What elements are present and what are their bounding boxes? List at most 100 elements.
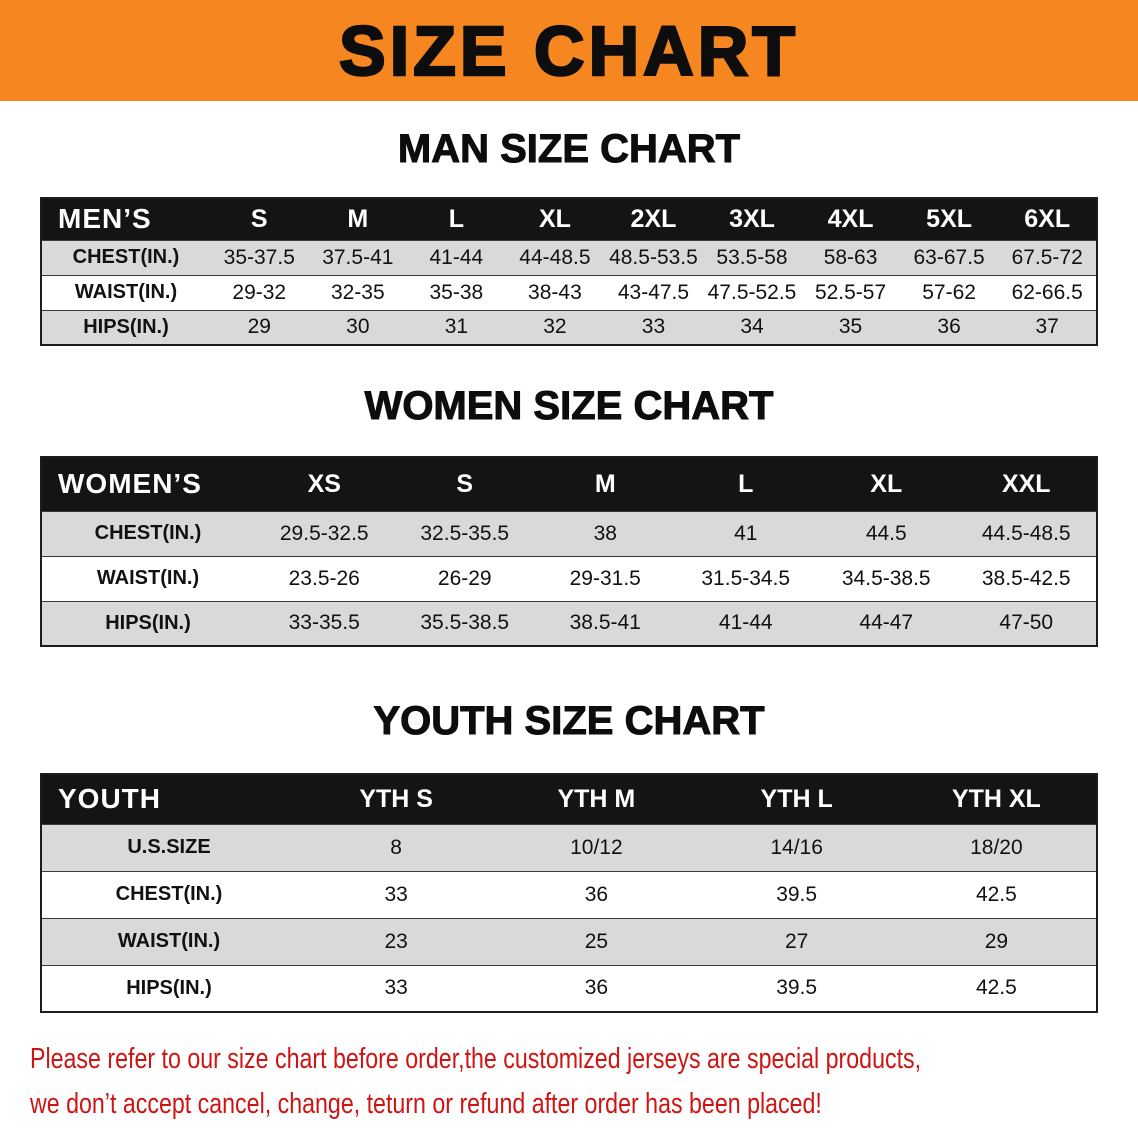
table-corner-label: WOMEN’S <box>41 457 254 511</box>
size-value-cell: 33 <box>384 976 408 1000</box>
row-label: WAIST(IN.) <box>117 930 221 952</box>
size-value-cell: 14/16 <box>770 835 823 859</box>
size-value-cell: 58-63 <box>823 245 878 269</box>
row-label: HIPS(IN.) <box>105 611 191 634</box>
size-column-header: M <box>535 457 676 511</box>
size-column-header: YTH L <box>696 774 897 824</box>
size-value-cell: 29-31.5 <box>569 566 641 590</box>
size-value-cell: 10/12 <box>570 835 623 859</box>
size-value-cell: 33 <box>384 882 408 906</box>
size-value-cell: 35-37.5 <box>223 245 295 269</box>
size-value-cell: 35.5-38.5 <box>420 611 510 635</box>
size-column-header: YTH M <box>496 774 697 824</box>
youth-size-chart-heading: YOUTH SIZE CHART <box>373 699 765 744</box>
size-value-cell: 43-47.5 <box>617 280 690 304</box>
banner-title: SIZE CHART <box>338 10 799 91</box>
table-row: WAIST(IN.) 29-32 32-35 35-38 38-43 43-47.5 47.… <box>41 275 1097 310</box>
size-column-header: XL <box>816 457 957 511</box>
size-value-cell: 62-66.5 <box>1011 280 1083 304</box>
row-label: CHEST(IN.) <box>115 883 223 905</box>
disclaimer: Please refer to our size chart before or… <box>30 1037 1138 1127</box>
size-value-cell: 18/20 <box>970 835 1023 859</box>
size-value-cell: 47-50 <box>999 611 1054 635</box>
table-row: CHEST(IN.) 33 36 39.5 42.5 <box>41 871 1097 918</box>
size-value-cell: 32.5-35.5 <box>420 521 510 545</box>
size-column-header: 5XL <box>899 198 999 240</box>
size-value-cell: 35-38 <box>429 280 484 304</box>
women-size-table: WOMEN’S XS S M L XL XXL CHEST(IN.) 29.5-32.5 32.5… <box>40 456 1098 647</box>
size-value-cell: 25 <box>584 929 609 953</box>
row-label: HIPS(IN.) <box>126 976 212 999</box>
size-value-cell: 41-44 <box>718 611 773 635</box>
table-row: U.S.SIZE 8 10/12 14/16 18/20 <box>41 824 1097 871</box>
size-value-cell: 29-32 <box>232 280 287 304</box>
size-value-cell: 33 <box>641 315 666 339</box>
size-value-cell: 23.5-26 <box>288 566 360 590</box>
size-value-cell: 26-29 <box>437 566 492 590</box>
size-value-cell: 30 <box>346 315 370 339</box>
size-value-cell: 34 <box>740 315 764 339</box>
row-label: HIPS(IN.) <box>83 315 169 338</box>
table-header-row: WOMEN’S XS S M L XL XXL <box>41 457 1097 511</box>
size-column-header: 6XL <box>998 198 1097 240</box>
table-row: HIPS(IN.) 33-35.5 35.5-38.5 38.5-41 41-44 44-… <box>41 601 1097 646</box>
size-value-cell: 41-44 <box>429 245 484 269</box>
row-label: WAIST(IN.) <box>74 281 178 303</box>
size-value-cell: 34.5-38.5 <box>841 566 931 590</box>
size-value-cell: 38 <box>593 521 617 545</box>
table-header-row: MEN’S S M L XL 2XL 3XL 4XL 5XL 6XL <box>41 198 1097 240</box>
row-label: CHEST(IN.) <box>94 522 202 544</box>
size-chart-banner: SIZE CHART <box>0 0 1138 101</box>
size-value-cell: 23 <box>384 929 408 953</box>
size-value-cell: 47.5-52.5 <box>707 280 797 304</box>
size-column-header: L <box>407 198 506 240</box>
size-value-cell: 38-43 <box>528 280 582 304</box>
size-value-cell: 67.5-72 <box>1011 245 1083 269</box>
table-row: CHEST(IN.) 29.5-32.5 32.5-35.5 38 41 44.5 44.5… <box>41 511 1097 556</box>
size-value-cell: 36 <box>584 882 609 906</box>
size-value-cell: 29 <box>247 315 271 339</box>
size-value-cell: 31 <box>444 315 469 339</box>
size-column-header: L <box>675 457 816 511</box>
table-row: HIPS(IN.) 33 36 39.5 42.5 <box>41 965 1097 1012</box>
size-value-cell: 44-48.5 <box>519 245 591 269</box>
size-column-header: 3XL <box>702 198 802 240</box>
size-column-header: XXL <box>956 457 1097 511</box>
man-size-chart-heading: MAN SIZE CHART <box>397 127 741 172</box>
size-value-cell: 44.5-48.5 <box>981 521 1071 545</box>
size-value-cell: 39.5 <box>776 976 818 1000</box>
youth-size-chart-section: YOUTH SIZE CHART YOUTH YTH S YTH M YTH L YTH… <box>0 697 1138 1013</box>
table-corner-label: YOUTH <box>41 774 296 824</box>
table-header-row: YOUTH YTH S YTH M YTH L YTH XL <box>41 774 1097 824</box>
size-value-cell: 42.5 <box>975 976 1017 1000</box>
size-value-cell: 32-35 <box>330 280 385 304</box>
row-label: WAIST(IN.) <box>96 567 200 589</box>
size-value-cell: 33-35.5 <box>288 611 360 635</box>
size-value-cell: 37.5-41 <box>322 245 394 269</box>
size-column-header: XS <box>254 457 395 511</box>
size-value-cell: 8 <box>390 835 402 859</box>
table-row: WAIST(IN.) 23.5-26 26-29 29-31.5 31.5-34.5 34… <box>41 556 1097 601</box>
women-size-chart-heading: WOMEN SIZE CHART <box>364 384 774 429</box>
size-charts: MAN SIZE CHART MEN’S S M L XL 2XL 3XL 4XL 5XL 6XL… <box>0 125 1138 1127</box>
size-value-cell: 44.5 <box>865 521 907 545</box>
size-value-cell: 48.5-53.5 <box>609 245 698 269</box>
size-value-cell: 53.5-58 <box>716 245 788 269</box>
size-value-cell: 32 <box>543 315 567 339</box>
size-value-cell: 36 <box>937 315 961 339</box>
table-corner-label: MEN’S <box>41 198 210 240</box>
size-value-cell: 29 <box>984 929 1009 953</box>
size-value-cell: 29.5-32.5 <box>279 521 369 545</box>
size-column-header: S <box>210 198 309 240</box>
size-column-header: YTH XL <box>896 774 1097 824</box>
size-value-cell: 38.5-42.5 <box>981 566 1071 590</box>
disclaimer-line-2: we don’t accept cancel, change, teturn o… <box>30 1087 822 1120</box>
size-column-header: 2XL <box>604 198 703 240</box>
man-size-table: MEN’S S M L XL 2XL 3XL 4XL 5XL 6XL CHEST(IN.) 35-37… <box>40 197 1098 346</box>
row-label: U.S.SIZE <box>127 836 211 858</box>
size-column-header: YTH S <box>296 774 497 824</box>
size-column-header: 4XL <box>801 198 900 240</box>
size-value-cell: 42.5 <box>975 882 1017 906</box>
youth-size-table: YOUTH YTH S YTH M YTH L YTH XL U.S.SIZE 8 10/12… <box>40 773 1098 1013</box>
table-row: WAIST(IN.) 23 25 27 29 <box>41 918 1097 965</box>
